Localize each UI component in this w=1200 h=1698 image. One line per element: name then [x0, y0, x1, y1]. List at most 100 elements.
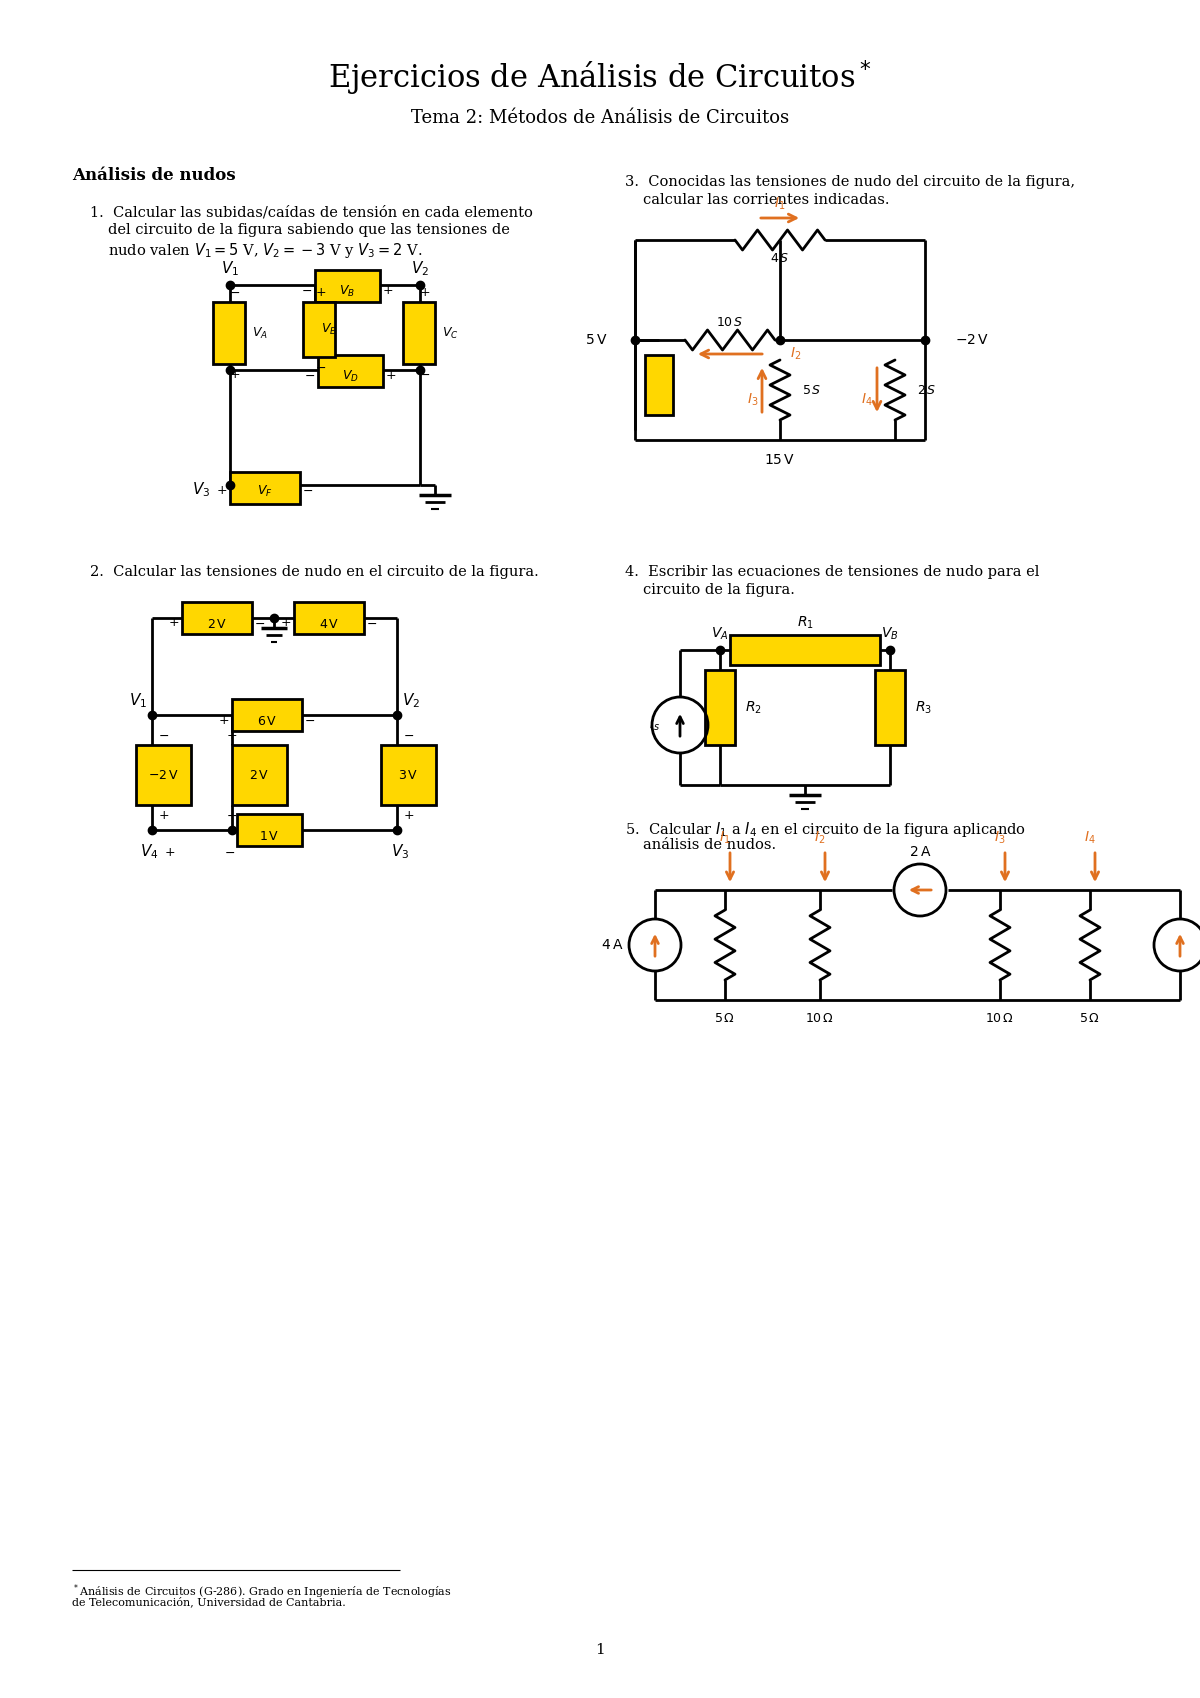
Text: $+$: $+$	[383, 284, 394, 297]
Text: $V_A$: $V_A$	[252, 326, 268, 341]
Text: $I_1$: $I_1$	[774, 195, 786, 212]
Text: $-$: $-$	[158, 728, 169, 742]
Text: $I_1$: $I_1$	[719, 830, 731, 846]
Text: 5.  Calcular $I_1$ a $I_4$ en el circuito de la figura aplicando: 5. Calcular $I_1$ a $I_4$ en el circuito…	[625, 820, 1026, 839]
Text: $+$: $+$	[216, 484, 228, 496]
Bar	[730, 635, 880, 666]
Text: $+$: $+$	[419, 285, 431, 299]
Text: $I_4$: $I_4$	[1084, 830, 1096, 846]
Bar	[314, 270, 380, 302]
Text: $5\,\Omega$: $5\,\Omega$	[714, 1012, 736, 1024]
Text: $V_D$: $V_D$	[342, 368, 359, 384]
Text: circuito de la figura.: circuito de la figura.	[643, 582, 794, 598]
Text: 2.  Calcular las tensiones de nudo en el circuito de la figura.: 2. Calcular las tensiones de nudo en el …	[90, 565, 539, 579]
Text: $V_3$: $V_3$	[192, 481, 210, 499]
Text: $10\,S$: $10\,S$	[716, 316, 744, 328]
Text: $-$: $-$	[316, 360, 326, 374]
Text: $-$: $-$	[227, 808, 238, 822]
Text: $+$: $+$	[168, 616, 180, 630]
Text: $+$: $+$	[316, 285, 326, 299]
Text: $-2\,\mathrm{V}$: $-2\,\mathrm{V}$	[955, 333, 989, 346]
Bar	[238, 813, 302, 846]
Bar	[382, 745, 436, 805]
Bar	[230, 472, 300, 504]
Text: $+$: $+$	[229, 367, 241, 380]
Text: $-$: $-$	[403, 728, 414, 742]
Text: $+$: $+$	[218, 713, 229, 727]
Text: 4.  Escribir las ecuaciones de tensiones de nudo para el: 4. Escribir las ecuaciones de tensiones …	[625, 565, 1039, 579]
Text: $+$: $+$	[164, 846, 175, 859]
Text: Análisis de nudos: Análisis de nudos	[72, 166, 235, 183]
Text: $I_2$: $I_2$	[815, 830, 826, 846]
Text: Ejercicios de Análisis de Circuitos$^*$: Ejercicios de Análisis de Circuitos$^*$	[329, 58, 871, 98]
Text: $I_4$: $I_4$	[862, 392, 874, 408]
Text: $2\,\mathrm{V}$: $2\,\mathrm{V}$	[206, 618, 227, 630]
Text: de Telecomunicación, Universidad de Cantabria.: de Telecomunicación, Universidad de Cant…	[72, 1596, 346, 1606]
Text: $^*$Análisis de Circuitos (G-286). Grado en Ingeniería de Tecnologías: $^*$Análisis de Circuitos (G-286). Grado…	[72, 1583, 451, 1601]
Text: 3.  Conocidas las tensiones de nudo del circuito de la figura,: 3. Conocidas las tensiones de nudo del c…	[625, 175, 1075, 188]
Text: $R_2$: $R_2$	[745, 700, 762, 715]
Text: $V_2$: $V_2$	[402, 691, 420, 710]
Text: $-$: $-$	[302, 484, 313, 496]
Text: $-$: $-$	[366, 616, 378, 630]
Text: $4\,\mathrm{V}$: $4\,\mathrm{V}$	[319, 618, 340, 630]
Text: $V_1$: $V_1$	[221, 260, 239, 278]
Text: calcular las corrientes indicadas.: calcular las corrientes indicadas.	[643, 194, 889, 207]
Bar	[706, 671, 734, 745]
Text: $V_A$: $V_A$	[712, 627, 728, 642]
Text: $-$: $-$	[224, 846, 235, 859]
Text: nudo valen $V_1 = 5$ V, $V_2 = -3$ V y $V_3 = 2$ V.: nudo valen $V_1 = 5$ V, $V_2 = -3$ V y $…	[108, 241, 422, 260]
Bar	[232, 745, 287, 805]
Text: $I_3$: $I_3$	[995, 830, 1006, 846]
Bar	[182, 603, 252, 633]
Text: $10\,\Omega$: $10\,\Omega$	[805, 1012, 834, 1024]
Text: análisis de nudos.: análisis de nudos.	[643, 839, 776, 852]
Bar	[403, 302, 436, 363]
Text: $I_s$: $I_s$	[649, 717, 660, 734]
Text: $+$: $+$	[403, 808, 414, 822]
Text: $R_1$: $R_1$	[797, 615, 814, 632]
Text: $-$: $-$	[229, 285, 240, 299]
Text: $V_E$: $V_E$	[322, 323, 337, 336]
Bar	[302, 302, 335, 357]
Bar	[294, 603, 364, 633]
Text: $R_3$: $R_3$	[916, 700, 932, 715]
Text: $3\,\mathrm{V}$: $3\,\mathrm{V}$	[398, 769, 419, 781]
Text: $V_B$: $V_B$	[340, 284, 355, 299]
Text: $4\,S$: $4\,S$	[770, 251, 790, 265]
Bar	[232, 700, 302, 732]
Text: $15\,\mathrm{V}$: $15\,\mathrm{V}$	[764, 453, 796, 467]
Bar	[136, 745, 191, 805]
Text: $2\,S$: $2\,S$	[917, 384, 936, 397]
Text: $-$: $-$	[305, 713, 316, 727]
Text: $1\,\mathrm{V}$: $1\,\mathrm{V}$	[259, 830, 280, 842]
Text: $+$: $+$	[281, 616, 292, 630]
Text: $2\,\mathrm{A}$: $2\,\mathrm{A}$	[908, 846, 931, 859]
Bar	[875, 671, 905, 745]
Text: $2\,\mathrm{V}$: $2\,\mathrm{V}$	[250, 769, 270, 781]
Text: $4\,\mathrm{A}$: $4\,\mathrm{A}$	[600, 937, 623, 953]
Text: $5\,S$: $5\,S$	[802, 384, 822, 397]
Text: 1.  Calcular las subidas/caídas de tensión en cada elemento: 1. Calcular las subidas/caídas de tensió…	[90, 205, 533, 219]
Text: 1: 1	[595, 1644, 605, 1657]
Text: $+$: $+$	[227, 728, 238, 742]
Text: $-$: $-$	[301, 284, 312, 297]
Text: $+$: $+$	[385, 368, 397, 382]
Text: $V_F$: $V_F$	[257, 484, 272, 499]
Text: $-$: $-$	[305, 368, 316, 382]
Bar	[318, 355, 383, 387]
Text: $10\,\Omega$: $10\,\Omega$	[985, 1012, 1014, 1024]
Text: del circuito de la figura sabiendo que las tensiones de: del circuito de la figura sabiendo que l…	[108, 222, 510, 238]
Text: Tema 2: Métodos de Análisis de Circuitos: Tema 2: Métodos de Análisis de Circuitos	[410, 109, 790, 127]
Text: $6\,\mathrm{V}$: $6\,\mathrm{V}$	[257, 715, 277, 727]
Text: $+$: $+$	[158, 808, 169, 822]
Text: $5\,\mathrm{V}$: $5\,\mathrm{V}$	[584, 333, 607, 346]
Text: $V_1$: $V_1$	[128, 691, 148, 710]
Text: $I_3$: $I_3$	[746, 392, 758, 408]
Text: $V_4$: $V_4$	[139, 842, 158, 861]
Text: $V_B$: $V_B$	[881, 627, 899, 642]
Text: $-$: $-$	[254, 616, 265, 630]
Bar	[214, 302, 245, 363]
Text: $V_3$: $V_3$	[391, 842, 409, 861]
Text: $I_2$: $I_2$	[790, 346, 802, 362]
